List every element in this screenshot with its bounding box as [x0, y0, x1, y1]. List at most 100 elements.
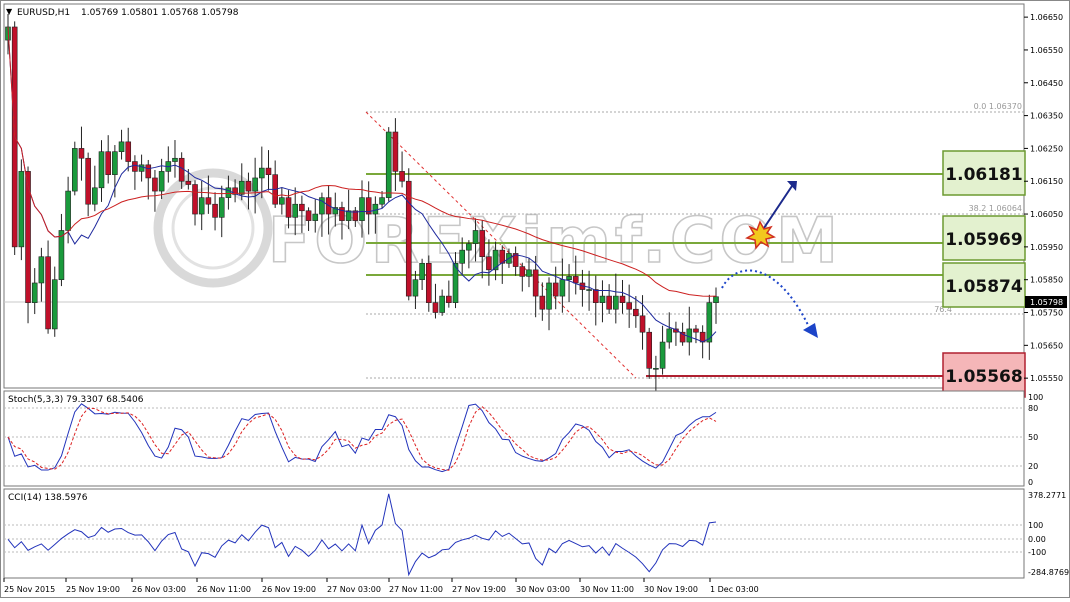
fib-label-0: 0.0 1.06370 [974, 102, 1022, 111]
price-tick-label: 1.06450 [1030, 79, 1063, 88]
bull-candle [359, 197, 365, 221]
level-value-2: 1.05969 [945, 230, 1022, 250]
cci-axis: 378.2771 100 0.00 -100 -284.8769 [1028, 491, 1069, 577]
bearish-arrow-head [803, 323, 818, 338]
bear-candle [646, 331, 653, 369]
fib-label-382: 38.2 1.06064 [969, 204, 1022, 213]
stochastic-axis: 100 80 50 20 0 [1028, 393, 1043, 487]
bull-candle [452, 262, 459, 303]
bear-candle [152, 177, 158, 192]
price-tick-label: 1.06350 [1030, 112, 1063, 121]
bear-candle [185, 180, 192, 185]
bull-candle [332, 207, 339, 215]
bear-candle [265, 167, 272, 175]
price-tick-label: 1.06550 [1030, 46, 1063, 55]
bull-candle [225, 187, 232, 198]
bull-candle [138, 164, 145, 172]
bearish-arrow [721, 269, 809, 326]
stochastic-panel-border [3, 390, 1025, 487]
bull-candle [419, 262, 425, 280]
bull-candle [238, 180, 245, 195]
bull-candle [372, 203, 379, 215]
bear-candle [606, 295, 612, 310]
bull-candle [613, 295, 619, 310]
bear-candle [232, 187, 238, 195]
bull-candle [172, 157, 178, 162]
bear-candle [132, 161, 138, 172]
price-tick-label: 1.05850 [1030, 276, 1063, 285]
bull-candle [345, 210, 352, 221]
level-label-resistance-3[interactable]: 1.05874 [942, 262, 1026, 308]
level-box-3 [942, 262, 1026, 308]
chart-header: ▼ EURUSD,H1 1.05769 1.05801 1.05768 1.05… [6, 7, 239, 18]
bull-candle [385, 131, 392, 198]
bear-candle [499, 249, 506, 264]
bear-candle [479, 230, 486, 258]
bear-candle [619, 295, 626, 303]
price-tick-label: 1.05550 [1030, 374, 1063, 383]
bear-candle [405, 180, 412, 297]
bull-candle [71, 148, 78, 192]
main-panel-border [3, 3, 1025, 389]
price-tick-label: 1.06050 [1030, 210, 1063, 219]
stoch-axis-20: 20 [1028, 462, 1038, 471]
level-value-3: 1.05874 [945, 277, 1023, 297]
bull-candle [559, 279, 566, 297]
level-value-1: 1.06181 [945, 165, 1022, 185]
bear-candle [539, 295, 546, 310]
bear-candle [639, 315, 646, 333]
bull-candle [112, 151, 118, 175]
bull-candle [98, 151, 105, 189]
bear-candle [512, 253, 519, 267]
level-label-resistance-1[interactable]: 1.06181 [942, 150, 1026, 196]
bear-candle [365, 197, 372, 215]
bull-candle [599, 295, 606, 303]
bear-candle [125, 141, 132, 162]
bull-candle [252, 177, 258, 192]
main-price-panel[interactable]: FOREXimf.COM 0.0 1.06370 38.2 1.06064 76… [3, 3, 1026, 398]
ohlc-values: 1.05769 1.05801 1.05768 1.05798 [81, 8, 239, 18]
bull-candle [118, 141, 125, 152]
bull-candle [666, 328, 673, 343]
bull-candle [312, 213, 319, 221]
bull-candle [439, 295, 445, 313]
time-tick-label: 30 Nov 19:00 [644, 585, 698, 594]
bear-candle [192, 184, 198, 215]
time-tick-label: 25 Nov 19:00 [66, 585, 120, 594]
cci-title: CCI(14) 138.5976 [8, 493, 88, 503]
bull-candle [566, 276, 572, 280]
stochastic-panel[interactable]: Stoch(5,3,3) 79.3307 68.5406 [3, 390, 1025, 487]
level-label-support[interactable]: 1.05568 [942, 352, 1026, 398]
bull-candle [319, 197, 325, 215]
bear-candle [519, 266, 526, 277]
bull-candle [379, 197, 385, 205]
bull-candle [218, 197, 225, 218]
bear-candle [212, 203, 218, 218]
time-tick-label: 25 Nov 2015 [4, 585, 55, 594]
bear-candle [25, 171, 31, 303]
bear-candle [633, 308, 639, 317]
bull-candle [653, 368, 659, 370]
stoch-axis-100: 100 [1028, 393, 1043, 402]
time-tick-label: 26 Nov 03:00 [132, 585, 186, 594]
time-axis[interactable]: 25 Nov 2015 25 Nov 19:00 26 Nov 03:00 26 No… [3, 578, 759, 594]
time-tick-label: 26 Nov 19:00 [262, 585, 316, 594]
price-axis[interactable]: 1.06650 1.06550 1.06450 1.06350 1.06250 1.061… [1024, 13, 1063, 383]
bear-candle [105, 151, 111, 175]
level-label-resistance-2[interactable]: 1.05969 [942, 215, 1026, 261]
bull-candle [466, 243, 472, 251]
cci-panel[interactable]: CCI(14) 138.5976 [3, 488, 1025, 579]
cci-axis-minus100: -100 [1028, 548, 1046, 557]
watermark-circle-outer [153, 168, 273, 288]
bull-candle [31, 282, 38, 303]
dropdown-arrow-icon[interactable]: ▼ [6, 7, 13, 16]
bear-candle [245, 180, 252, 192]
breakout-burst-icon [745, 220, 776, 250]
symbol-label: EURUSD,H1 [17, 8, 70, 18]
bear-candle [305, 210, 312, 221]
bear-candle [78, 148, 85, 159]
cci-line [7, 493, 717, 577]
price-tick-label: 1.05750 [1030, 309, 1063, 318]
